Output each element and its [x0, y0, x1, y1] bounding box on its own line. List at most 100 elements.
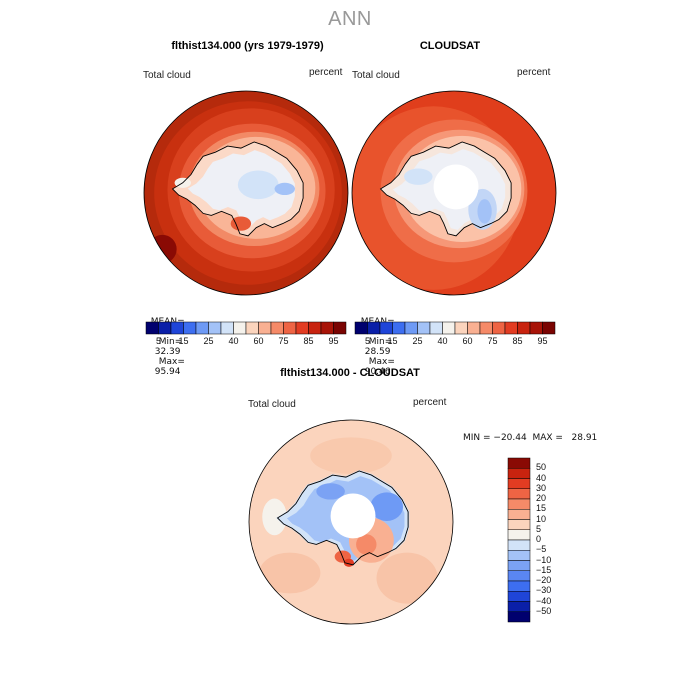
model-max-label: Max=	[158, 357, 185, 367]
colorbar-swatch	[429, 321, 443, 335]
obs-min-value: 28.59	[364, 347, 391, 357]
colorbar-tick-label: −10	[536, 554, 552, 565]
colorbar-swatch	[158, 321, 172, 335]
colorbar-swatch	[220, 321, 234, 335]
colorbar-swatch	[233, 321, 247, 335]
map-border	[143, 90, 349, 296]
colorbar-swatch	[454, 321, 468, 335]
pole-hole	[433, 164, 479, 210]
colorbar-tick-label: 15	[178, 336, 189, 346]
colorbar-tick-label: 5	[536, 523, 542, 534]
obs-right-label: percent	[517, 67, 551, 78]
colorbar-tick-label: 0	[536, 534, 542, 544]
colorbar-tick-label: −40	[536, 595, 552, 606]
colorbar-swatch	[392, 321, 406, 335]
colorbar-swatch	[542, 321, 556, 335]
colorbar-swatch	[507, 591, 531, 602]
colorbar-tick-label: 60	[253, 336, 264, 346]
obs-colorbar-ticks: 5 15 25 40 60 75 85 95	[355, 336, 555, 348]
colorbar-tick-label: 60	[462, 336, 473, 346]
colorbar-tick-label: 25	[203, 336, 214, 346]
antarctica-coastline	[379, 141, 512, 237]
model-panel-title: flthist134.000 (yrs 1979-1979)	[171, 40, 324, 52]
colorbar-swatch	[208, 321, 222, 335]
colorbar-tick-label: 85	[303, 336, 314, 346]
colorbar-swatch	[320, 321, 334, 335]
colorbar-swatch	[170, 321, 184, 335]
colorbar-tick-label: 95	[537, 336, 548, 346]
colorbar-swatch	[504, 321, 518, 335]
colorbar-tick-label: 10	[536, 513, 547, 524]
field-contour	[404, 168, 433, 185]
colorbar-swatch	[404, 321, 418, 335]
colorbar-tick-label: 5	[155, 336, 161, 346]
colorbar-tick-label: 15	[536, 503, 547, 514]
diff-left-label: Total cloud	[248, 399, 296, 410]
colorbar-tick-label: 95	[328, 336, 339, 346]
diff-polar-map	[248, 419, 454, 625]
field-contour	[148, 234, 177, 264]
colorbar-tick-label: 40	[228, 336, 239, 346]
model-polar-map	[143, 90, 349, 296]
colorbar-swatch	[507, 529, 531, 541]
colorbar-swatch	[507, 601, 531, 612]
colorbar-swatch	[379, 321, 393, 335]
obs-colorbar	[354, 321, 556, 335]
field-contour	[310, 437, 392, 475]
colorbar-tick-label: −50	[536, 605, 552, 616]
colorbar-swatch	[367, 321, 381, 335]
colorbar-swatch	[442, 321, 456, 335]
obs-max-label: Max=	[368, 357, 395, 367]
field-contour	[262, 498, 287, 536]
colorbar-swatch	[507, 519, 531, 530]
colorbar-swatch	[258, 321, 272, 335]
colorbar-swatch	[507, 550, 531, 561]
colorbar-swatch	[507, 488, 531, 500]
colorbar-swatch	[417, 321, 431, 335]
colorbar-tick-label: −20	[536, 575, 552, 585]
colorbar-swatch	[507, 560, 531, 571]
field-contour	[316, 483, 345, 500]
colorbar-swatch	[295, 321, 309, 335]
colorbar-swatch	[333, 321, 347, 335]
colorbar-swatch	[529, 321, 543, 335]
obs-max-value: 90.46	[364, 367, 391, 377]
colorbar-tick-label: 20	[536, 493, 547, 503]
colorbar-tick-label: 40	[536, 472, 547, 483]
model-max-value: 95.94	[154, 367, 181, 377]
field-contour	[237, 170, 279, 200]
colorbar-tick-label: −30	[536, 585, 552, 596]
pole-hole	[330, 493, 376, 539]
antarctica-coastline	[276, 470, 409, 566]
colorbar-tick-label: −5	[536, 544, 547, 555]
colorbar-tick-label: 5	[364, 336, 370, 346]
colorbar-swatch	[492, 321, 506, 335]
colorbar-swatch	[270, 321, 284, 335]
field-contour	[477, 199, 492, 224]
field-contour	[376, 552, 438, 604]
map-border	[248, 419, 454, 625]
map-border	[351, 90, 557, 296]
obs-polar-map	[351, 90, 557, 296]
diff-right-label: percent	[413, 397, 447, 408]
obs-left-label: Total cloud	[352, 70, 400, 81]
colorbar-swatch	[183, 321, 197, 335]
colorbar-tick-label: 75	[487, 336, 498, 346]
colorbar-swatch	[507, 539, 531, 551]
colorbar-swatch	[507, 468, 531, 479]
field-contour	[370, 492, 404, 521]
colorbar-tick-label: −15	[536, 564, 552, 575]
colorbar-swatch	[308, 321, 322, 335]
colorbar-tick-label: 50	[536, 462, 547, 473]
colorbar-swatch	[507, 457, 531, 469]
colorbar-swatch	[245, 321, 259, 335]
colorbar-swatch	[283, 321, 297, 335]
colorbar-tick-label: 85	[512, 336, 523, 346]
antarctica-coastline	[171, 141, 304, 237]
model-colorbar	[145, 321, 347, 335]
diff-panel-title: flthist134.000 - CLOUDSAT	[280, 367, 420, 379]
diff-colorbar-ticks: 50 40 30 20 15 10 5 0 −5 −10 −15 −20 −30 −40 −50	[536, 458, 576, 622]
colorbar-swatch	[507, 570, 531, 582]
colorbar-tick-label: 40	[437, 336, 448, 346]
colorbar-swatch	[507, 611, 531, 623]
